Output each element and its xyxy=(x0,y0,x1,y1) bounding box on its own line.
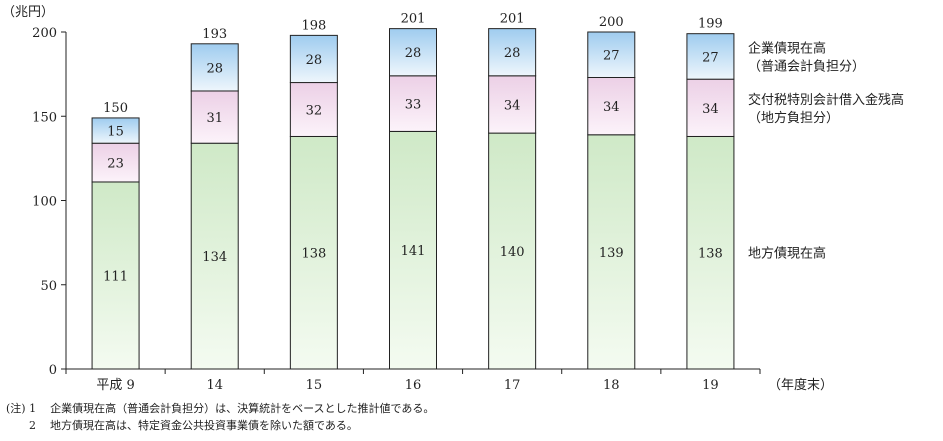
footnote-marker: (注) 1 xyxy=(6,402,37,415)
data-label: 34 xyxy=(702,102,719,117)
bar-segment xyxy=(488,132,537,370)
data-label: 28 xyxy=(306,53,323,68)
bar-segment xyxy=(389,130,437,370)
stacked-bar-chart: （兆円） 0 50 100 150 200 111 23 15 150 134 31 28 193 13… xyxy=(2,5,904,393)
total-label: 150 xyxy=(103,101,128,116)
footnote-text: 地方債現在高は、特定資金公共投資事業債を除いた額である。 xyxy=(50,419,358,432)
data-label: 34 xyxy=(603,100,620,115)
bar-segment xyxy=(190,90,239,144)
bar-segment xyxy=(190,43,239,92)
y-tick-label: 50 xyxy=(40,279,57,294)
legend-label: （普通会計負担分） xyxy=(748,58,865,74)
bar-segment xyxy=(686,33,735,80)
x-tick-label: 19 xyxy=(702,378,719,393)
y-axis: 0 50 100 150 200 xyxy=(32,26,67,378)
x-axis-label: （年度末） xyxy=(768,377,833,393)
data-label: 32 xyxy=(306,104,323,119)
data-label: 27 xyxy=(702,50,719,65)
data-label: 111 xyxy=(103,269,128,284)
bar-segment xyxy=(488,28,537,77)
data-label: 33 xyxy=(405,98,422,113)
bar-segment xyxy=(91,142,140,183)
footnote-2: 2 地方債現在高は、特定資金公共投資事業債を除いた額である。 xyxy=(6,417,434,434)
bar-segment xyxy=(289,34,338,84)
data-label: 138 xyxy=(301,247,326,262)
legend: 企業債現在高 （普通会計負担分） 交付税特別会計借入金残高 （地方負担分） 地方債現在高 xyxy=(748,40,904,261)
data-label: 31 xyxy=(206,111,223,126)
y-tick-label: 100 xyxy=(32,195,57,210)
total-label: 198 xyxy=(301,18,326,33)
bar-segment xyxy=(587,76,636,136)
data-label: 27 xyxy=(603,49,620,64)
total-label: 199 xyxy=(698,17,723,32)
data-label: 15 xyxy=(107,125,124,140)
data-label: 28 xyxy=(504,46,521,61)
total-label: 201 xyxy=(401,12,426,27)
data-label: 28 xyxy=(405,46,422,61)
x-tick-label: 16 xyxy=(405,378,422,393)
bar-segment xyxy=(389,75,437,132)
y-tick-label: 0 xyxy=(49,363,57,378)
data-label: 140 xyxy=(500,245,525,260)
bar-segment xyxy=(289,135,338,370)
legend-label: 交付税特別会計借入金残高 xyxy=(748,92,904,108)
bar-segment xyxy=(91,117,140,144)
data-label: 34 xyxy=(504,98,521,113)
footnotes: (注) 1 企業債現在高（普通会計負担分）は、決算統計をベースとした推計値である… xyxy=(6,400,434,434)
bar-segment xyxy=(289,82,338,137)
bar-segment xyxy=(488,75,537,134)
data-label: 139 xyxy=(599,246,624,261)
footnote-1: (注) 1 企業債現在高（普通会計負担分）は、決算統計をベースとした推計値である… xyxy=(6,400,434,417)
total-label: 200 xyxy=(599,15,624,30)
data-label: 134 xyxy=(202,250,227,265)
x-axis: 平成 9 14 15 16 17 18 19 xyxy=(65,368,761,393)
bar-segment xyxy=(686,135,735,370)
x-tick-label: 14 xyxy=(206,378,223,393)
footnote-text: 企業債現在高（普通会計負担分）は、決算統計をベースとした推計値である。 xyxy=(50,402,435,415)
total-label: 201 xyxy=(500,12,525,27)
footnote-marker: 2 xyxy=(29,419,36,432)
y-tick-label: 150 xyxy=(32,110,57,125)
total-label: 193 xyxy=(202,27,227,42)
bar-segment xyxy=(389,28,437,77)
data-label: 138 xyxy=(698,247,723,262)
x-tick-label: 18 xyxy=(603,378,620,393)
x-tick-label: 平成 9 xyxy=(96,378,134,393)
bars: 111 23 15 150 134 31 28 193 138 32 28 198 141 33 28 201… xyxy=(91,12,735,370)
data-label: 141 xyxy=(401,244,426,259)
x-tick-label: 17 xyxy=(504,378,521,393)
bar-segment xyxy=(587,134,636,370)
y-axis-label: （兆円） xyxy=(2,5,54,20)
bar-segment xyxy=(686,78,735,137)
data-label: 23 xyxy=(107,157,124,172)
legend-label: （地方負担分） xyxy=(748,110,839,126)
legend-label: 地方債現在高 xyxy=(748,246,826,262)
bar-segment xyxy=(587,31,636,78)
y-tick-label: 200 xyxy=(32,26,57,41)
data-label: 28 xyxy=(206,61,223,76)
legend-label: 企業債現在高 xyxy=(748,40,826,56)
x-tick-label: 15 xyxy=(306,378,323,393)
